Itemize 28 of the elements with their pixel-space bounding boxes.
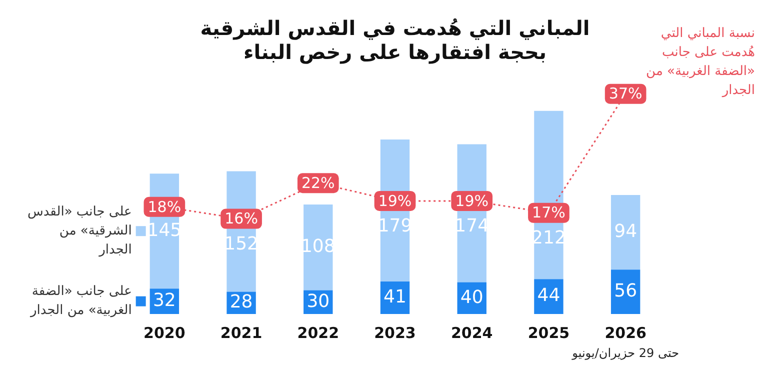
x-tick-label: 2023 bbox=[374, 324, 416, 342]
legend-label: على جانب «الضفة الغربية» من الجدار bbox=[30, 284, 132, 318]
data-label: 32 bbox=[152, 290, 176, 311]
x-tick-label: 2020 bbox=[144, 324, 186, 342]
legend-label: على جانب «القدس الشرقية» من الجدار bbox=[27, 204, 132, 258]
bar bbox=[534, 279, 564, 314]
data-label: 44 bbox=[537, 285, 560, 306]
bar bbox=[610, 195, 640, 270]
chart-subtitle: بحجة افتقارها على رخص البناء bbox=[244, 40, 546, 64]
bar bbox=[304, 204, 333, 290]
data-label: 152 bbox=[224, 233, 258, 254]
x-tick-label: 2022 bbox=[297, 324, 340, 342]
x-tick-label: 2025 bbox=[528, 324, 570, 342]
x-tick-label: 2021 bbox=[220, 324, 262, 342]
data-label: 108 bbox=[300, 236, 336, 258]
data-label: 41 bbox=[384, 286, 406, 308]
data-label: 30 bbox=[306, 290, 330, 312]
text: حتى 29 حزيران/يونيو bbox=[571, 346, 679, 360]
data-label: 94 bbox=[614, 220, 638, 242]
x-tick-label: 2026 bbox=[604, 324, 646, 342]
data-label: 56 bbox=[614, 280, 638, 302]
data-label: 174 bbox=[454, 216, 490, 237]
data-label: 28 bbox=[230, 292, 253, 313]
series-label: نسبة المباني التي هُدمت على جانب «الضفة الغربية» من الجدار bbox=[646, 26, 756, 98]
data-label: 40 bbox=[460, 286, 484, 308]
chart-title: المباني التي هُدمت في القدس الشرقية bbox=[200, 16, 590, 40]
x-tick-label: 2024 bbox=[450, 324, 493, 342]
data-label: 37% bbox=[608, 84, 642, 103]
